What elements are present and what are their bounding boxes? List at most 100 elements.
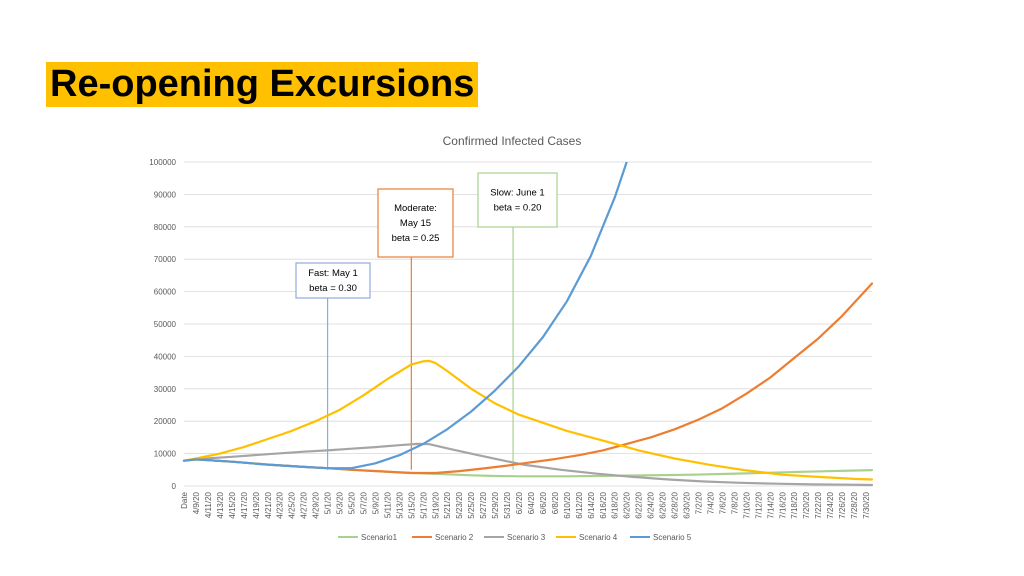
x-tick-label: 6/24/20 [647, 491, 656, 518]
x-tick-label: 4/13/20 [216, 491, 225, 518]
y-axis-ticks: 0 10000 20000 30000 40000 50000 60000 70000 8000… [149, 158, 176, 491]
legend-label: Scenario 3 [507, 533, 546, 542]
y-tick-label: 70000 [154, 255, 177, 264]
annotation-box [377, 188, 454, 258]
annotations: Fast: May 1 beta = 0.30 Moderate: May 15 bet… [295, 172, 558, 470]
x-tick-label: 6/26/20 [659, 491, 668, 518]
x-tick-label: 6/2/20 [515, 491, 524, 514]
annotation-text: Fast: May 1 [308, 268, 358, 279]
annotation-text: beta = 0.20 [494, 203, 542, 214]
legend-label: Scenario 5 [653, 533, 692, 542]
x-tick-label: 5/1/20 [324, 491, 333, 514]
x-tick-label: 7/8/20 [730, 491, 739, 514]
x-tick-label: 5/23/20 [455, 491, 464, 518]
x-tick-label: 5/9/20 [371, 491, 380, 514]
x-tick-label: 5/27/20 [479, 491, 488, 518]
x-tick-label: 7/4/20 [706, 491, 715, 514]
x-tick-label: 7/10/20 [742, 491, 751, 518]
series-lines [182, 162, 874, 487]
x-tick-label: 6/30/20 [683, 491, 692, 518]
x-tick-label: 7/16/20 [778, 491, 787, 518]
x-tick-label: 7/24/20 [826, 491, 835, 518]
x-tick-label: 4/25/20 [288, 491, 297, 518]
slide-title: Re-opening Excursions [46, 62, 479, 107]
series-line-2 [182, 282, 874, 475]
x-tick-label: 6/28/20 [671, 491, 680, 518]
x-tick-label: 7/18/20 [790, 491, 799, 518]
legend: Scenario1 Scenario 2 Scenario 3 Scenario 4 S… [338, 533, 692, 542]
y-tick-label: 0 [172, 482, 177, 491]
series-line-4 [182, 359, 874, 481]
x-tick-label: 4/15/20 [228, 491, 237, 518]
x-tick-label: 4/17/20 [240, 491, 249, 518]
x-tick-label: 6/6/20 [539, 491, 548, 514]
annotation-text: beta = 0.30 [309, 283, 357, 294]
annotation-text: May 15 [400, 218, 431, 229]
x-tick-label: 4/11/20 [204, 491, 213, 518]
x-tick-label: 5/25/20 [467, 491, 476, 518]
y-tick-label: 50000 [154, 320, 177, 329]
annotation-text: Slow: June 1 [490, 188, 544, 199]
x-tick-label: 4/27/20 [300, 491, 309, 518]
x-tick-label: 5/3/20 [336, 491, 345, 514]
x-tick-label: 7/26/20 [838, 491, 847, 518]
y-tick-label: 100000 [149, 158, 176, 167]
x-tick-label: 6/20/20 [623, 491, 632, 518]
y-tick-label: 40000 [154, 352, 177, 361]
x-tick-label: 5/19/20 [431, 491, 440, 518]
x-tick-label: 6/4/20 [527, 491, 536, 514]
x-tick-label: 7/30/20 [862, 491, 871, 518]
x-tick-label: 6/14/20 [587, 491, 596, 518]
annotation-text: Moderate: [394, 203, 437, 214]
y-tick-label: 20000 [154, 417, 177, 426]
x-tick-label: 7/14/20 [766, 491, 775, 518]
x-tick-label: 5/13/20 [395, 491, 404, 518]
x-tick-label: 5/15/20 [407, 491, 416, 518]
annotation-1: Fast: May 1 beta = 0.30 [295, 262, 371, 470]
x-tick-label: 7/2/20 [695, 491, 704, 514]
chart-title: Confirmed Infected Cases [443, 134, 582, 148]
x-tick-label: 4/9/20 [192, 491, 201, 514]
x-tick-label: 7/6/20 [718, 491, 727, 514]
x-tick-label: 4/21/20 [264, 491, 273, 518]
gridlines [184, 161, 872, 487]
x-axis-ticks: Date 4/9/20 4/11/20 4/13/20 4/15/20 4/17/20 4/… [180, 491, 871, 518]
x-tick-label: 7/28/20 [850, 491, 859, 518]
x-tick-label: 5/21/20 [443, 491, 452, 518]
x-tick-label: 6/12/20 [575, 491, 584, 518]
y-tick-label: 10000 [154, 450, 177, 459]
annotation-box [477, 172, 558, 228]
annotation-box [295, 262, 371, 299]
x-tick-label: 7/20/20 [802, 491, 811, 518]
x-tick-label: 6/16/20 [599, 491, 608, 518]
x-tick-label: 4/19/20 [252, 491, 261, 518]
x-tick-label: 6/18/20 [611, 491, 620, 518]
legend-label: Scenario1 [361, 533, 398, 542]
x-tick-label: 7/12/20 [754, 491, 763, 518]
series-line-3 [182, 442, 874, 487]
x-tick-label: 5/29/20 [491, 491, 500, 518]
x-tick-label: 5/17/20 [419, 491, 428, 518]
x-tick-label: 5/5/20 [348, 491, 357, 514]
series-line-5 [182, 162, 628, 470]
y-tick-label: 30000 [154, 385, 177, 394]
x-tick-label: Date [180, 491, 189, 508]
annotation-3: Slow: June 1 beta = 0.20 [477, 172, 558, 470]
annotation-text: beta = 0.25 [392, 233, 440, 244]
x-tick-label: 5/31/20 [503, 491, 512, 518]
x-tick-label: 5/11/20 [383, 491, 392, 518]
annotation-2: Moderate: May 15 beta = 0.25 [377, 188, 454, 470]
x-tick-label: 4/23/20 [276, 491, 285, 518]
legend-label: Scenario 4 [579, 533, 618, 542]
y-tick-label: 60000 [154, 288, 177, 297]
x-tick-label: 6/8/20 [551, 491, 560, 514]
legend-label: Scenario 2 [435, 533, 474, 542]
y-tick-label: 90000 [154, 190, 177, 199]
x-tick-label: 4/29/20 [312, 491, 321, 518]
x-tick-label: 6/10/20 [563, 491, 572, 518]
x-tick-label: 5/7/20 [359, 491, 368, 514]
x-tick-label: 7/22/20 [814, 491, 823, 518]
x-tick-label: 6/22/20 [635, 491, 644, 518]
y-tick-label: 80000 [154, 223, 177, 232]
